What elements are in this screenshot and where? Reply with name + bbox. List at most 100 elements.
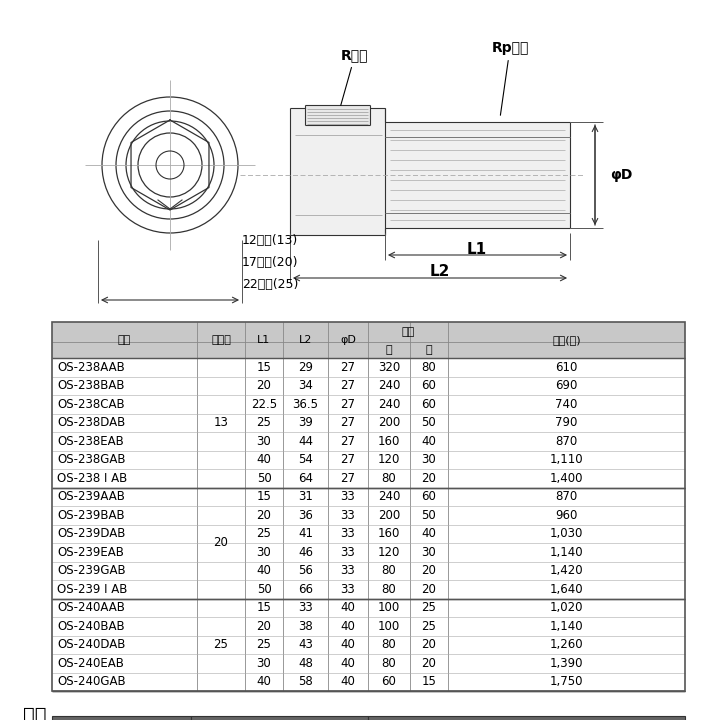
- Text: 33: 33: [298, 601, 313, 614]
- Text: 66: 66: [298, 582, 313, 595]
- Text: 20: 20: [422, 638, 436, 652]
- Text: 36.5: 36.5: [292, 397, 318, 410]
- Text: OS-239 I AB: OS-239 I AB: [57, 582, 127, 595]
- Text: OS-238BAB: OS-238BAB: [57, 379, 125, 392]
- Text: Rねじ: Rねじ: [341, 48, 369, 105]
- Text: 34: 34: [298, 379, 313, 392]
- Text: 29: 29: [298, 361, 313, 374]
- Text: 30: 30: [422, 546, 436, 559]
- Text: 13: 13: [214, 416, 228, 429]
- Text: OS-240DAB: OS-240DAB: [57, 638, 125, 652]
- Bar: [52, 487, 685, 506]
- Text: 46: 46: [298, 546, 313, 559]
- Text: 27: 27: [341, 435, 356, 448]
- Text: 40: 40: [341, 601, 356, 614]
- Bar: [368, 716, 685, 720]
- Text: 50: 50: [422, 416, 436, 429]
- Text: 20: 20: [422, 582, 436, 595]
- Text: 33: 33: [341, 546, 356, 559]
- Text: 20: 20: [256, 620, 271, 633]
- Text: 80: 80: [382, 564, 397, 577]
- Text: L2: L2: [430, 264, 450, 279]
- Bar: [305, 105, 370, 125]
- Bar: [52, 432, 685, 451]
- Text: 54: 54: [298, 454, 313, 467]
- Text: 22六角(25): 22六角(25): [242, 277, 298, 290]
- Text: 60: 60: [382, 675, 397, 688]
- Text: 40: 40: [422, 527, 436, 540]
- Text: 25: 25: [256, 416, 271, 429]
- Text: 40: 40: [341, 638, 356, 652]
- Text: 27: 27: [341, 397, 356, 410]
- Text: 38: 38: [298, 620, 313, 633]
- Text: 1,140: 1,140: [549, 546, 583, 559]
- Text: 120: 120: [378, 454, 400, 467]
- Text: 15: 15: [256, 361, 271, 374]
- Text: 15: 15: [256, 601, 271, 614]
- Text: 20: 20: [256, 509, 271, 522]
- Text: 27: 27: [341, 454, 356, 467]
- Text: 64: 64: [298, 472, 313, 485]
- Text: 30: 30: [256, 657, 271, 670]
- Text: 36: 36: [298, 509, 313, 522]
- Text: 20: 20: [256, 379, 271, 392]
- Bar: [52, 413, 685, 432]
- Text: 60: 60: [422, 490, 436, 503]
- Text: 呼び径: 呼び径: [211, 335, 231, 345]
- Text: 20: 20: [422, 657, 436, 670]
- Text: 43: 43: [298, 638, 313, 652]
- Text: 610: 610: [555, 361, 577, 374]
- Text: 40: 40: [341, 620, 356, 633]
- Text: 27: 27: [341, 361, 356, 374]
- Bar: [191, 716, 368, 720]
- Text: 870: 870: [555, 435, 577, 448]
- Text: 1,030: 1,030: [550, 527, 583, 540]
- Text: 80: 80: [382, 657, 397, 670]
- Text: 690: 690: [555, 379, 577, 392]
- Text: 160: 160: [378, 435, 400, 448]
- Text: 17六角(20): 17六角(20): [242, 256, 299, 269]
- Text: OS-239GAB: OS-239GAB: [57, 564, 125, 577]
- Text: 30: 30: [256, 435, 271, 448]
- Bar: [52, 636, 685, 654]
- Text: 40: 40: [256, 675, 271, 688]
- Text: 740: 740: [555, 397, 577, 410]
- Text: 240: 240: [378, 397, 400, 410]
- Text: 20: 20: [214, 536, 228, 549]
- Text: OS-238EAB: OS-238EAB: [57, 435, 124, 448]
- Text: 33: 33: [341, 582, 356, 595]
- Text: 25: 25: [422, 620, 436, 633]
- Text: 大: 大: [386, 345, 392, 355]
- Text: 27: 27: [341, 416, 356, 429]
- Text: L1: L1: [257, 335, 271, 345]
- Bar: [52, 617, 685, 636]
- Text: 40: 40: [256, 564, 271, 577]
- Bar: [52, 506, 685, 524]
- Text: 56: 56: [298, 564, 313, 577]
- Text: 40: 40: [256, 454, 271, 467]
- Text: 価格(円): 価格(円): [552, 335, 581, 345]
- Bar: [52, 322, 685, 358]
- Text: 1,640: 1,640: [549, 582, 583, 595]
- Text: OS-240BAB: OS-240BAB: [57, 620, 125, 633]
- Text: L2: L2: [299, 335, 312, 345]
- Text: 33: 33: [341, 527, 356, 540]
- Text: 960: 960: [555, 509, 577, 522]
- Bar: [52, 524, 685, 543]
- Text: 品番: 品番: [118, 335, 131, 345]
- Text: 39: 39: [298, 416, 313, 429]
- Text: 33: 33: [341, 564, 356, 577]
- Text: 80: 80: [422, 361, 436, 374]
- Text: 870: 870: [555, 490, 577, 503]
- Text: OS-240GAB: OS-240GAB: [57, 675, 125, 688]
- Text: 60: 60: [422, 379, 436, 392]
- Text: 小: 小: [426, 345, 432, 355]
- Text: 入数: 入数: [401, 327, 415, 337]
- Text: OS-238 I AB: OS-238 I AB: [57, 472, 127, 485]
- Text: 1,750: 1,750: [550, 675, 583, 688]
- Text: OS-238DAB: OS-238DAB: [57, 416, 125, 429]
- Text: 44: 44: [298, 435, 313, 448]
- Text: L1: L1: [467, 241, 487, 256]
- Text: 200: 200: [378, 416, 400, 429]
- Text: 25: 25: [256, 527, 271, 540]
